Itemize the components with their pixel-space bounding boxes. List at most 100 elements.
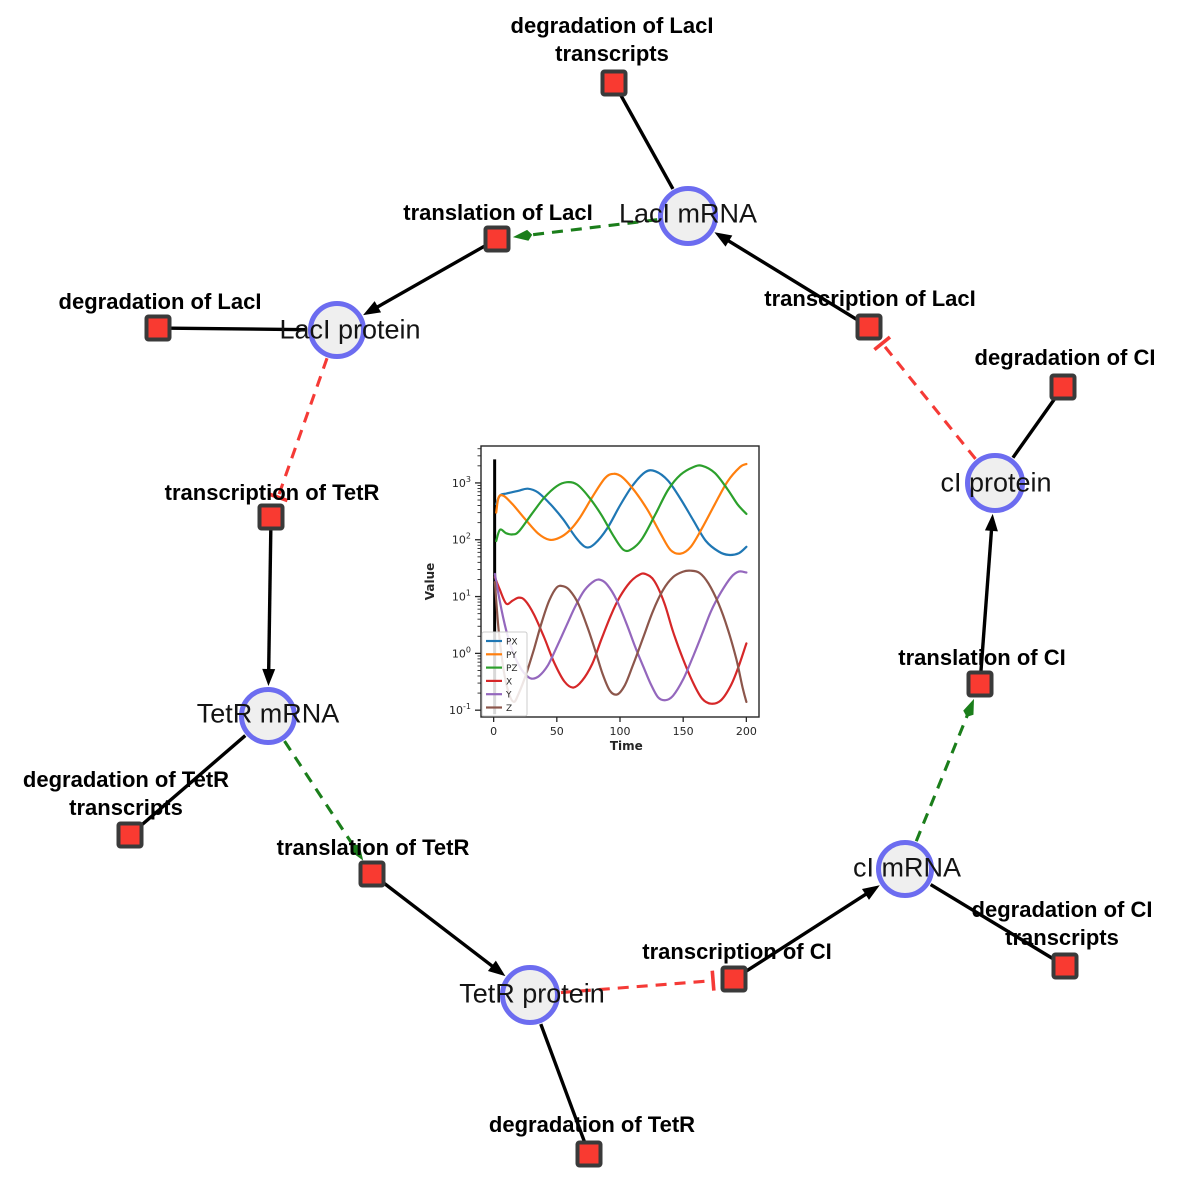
species-node-tetr_protein[interactable]	[500, 965, 560, 1025]
reaction-label-line: translation of CI	[898, 645, 1066, 670]
reaction-label-line: degradation of TetR	[488, 1112, 696, 1137]
reaction-label-line: degradation of LacI	[510, 13, 714, 38]
species-label-ci_protein: cI protein	[940, 467, 1052, 498]
edge-deg_tetr-to-tetr_protein	[539, 1023, 587, 1143]
x-tick-label: 100	[610, 725, 631, 738]
reaction-label-deg_tetr: degradation of TetR	[489, 1111, 695, 1139]
series-line-PX	[495, 469, 748, 557]
species-label-tetr_protein: TetR protein	[459, 978, 605, 1009]
y-tick-label: 100	[452, 645, 471, 660]
species-label-laci_mrna: LacI mRNA	[618, 198, 758, 229]
reaction-node-deg_tetr[interactable]	[575, 1140, 603, 1168]
edge-transl_laci-to-laci_protein	[363, 243, 487, 316]
reaction-node-deg_ci_tx[interactable]	[1051, 952, 1079, 980]
reaction-label-line: transcription of CI	[642, 939, 832, 964]
species-node-tetr_mrna[interactable]	[239, 687, 297, 745]
x-tick-label: 150	[673, 725, 694, 738]
edge-tetr_mrna-to-transl_tetr	[283, 740, 364, 861]
reaction-label-line: translation of TetR	[276, 835, 470, 860]
edge-ci_mrna-to-transl_ci	[914, 698, 974, 842]
edge-transl_tetr-to-tetr_protein	[381, 880, 506, 977]
reaction-node-deg_ci[interactable]	[1049, 373, 1077, 401]
arrowhead-icon	[714, 232, 733, 247]
reaction-label-deg_ci: degradation of CI	[975, 344, 1156, 372]
modifier-arrowhead-icon	[350, 844, 364, 861]
arrowhead-icon	[984, 513, 998, 532]
reaction-label-transc_tetr: transcription of TetR	[165, 479, 380, 507]
series-line-X	[493, 572, 748, 705]
edge-deg_laci-to-laci_protein	[170, 326, 308, 332]
species-node-laci_protein[interactable]	[308, 301, 366, 359]
reaction-label-deg_laci_tx: degradation of LacI transcripts	[511, 12, 714, 68]
reaction-node-deg_laci[interactable]	[144, 314, 172, 342]
reaction-label-line: transcription of LacI	[764, 286, 976, 311]
legend-box	[481, 631, 528, 717]
modifier-arrowhead-icon	[512, 229, 533, 241]
arrowhead-icon	[262, 668, 276, 687]
reaction-label-transl_tetr: translation of TetR	[277, 834, 470, 862]
edge-transc_ci-to-ci_mrna	[744, 885, 880, 974]
inhibition-tbar-icon	[267, 492, 289, 503]
y-tick-label: 102	[452, 532, 471, 547]
species-node-ci_protein[interactable]	[965, 453, 1025, 513]
series-line-Y	[493, 570, 748, 702]
series-line-PZ	[495, 464, 748, 553]
reaction-node-transl_ci[interactable]	[966, 670, 994, 698]
arrowhead-icon	[487, 960, 506, 977]
edge-transc_laci-to-laci_mrna	[714, 232, 859, 322]
species-node-laci_mrna[interactable]	[658, 186, 718, 246]
modifier-arrowhead-icon	[963, 698, 974, 717]
reaction-label-deg_laci: degradation of LacI	[59, 288, 262, 316]
legend-label-PZ: PZ	[506, 664, 518, 674]
legend-label-PX: PX	[506, 638, 518, 648]
reaction-label-transl_laci: translation of LacI	[403, 199, 592, 227]
x-tick-label: 200	[736, 725, 757, 738]
edge-transl_ci-to-ci_protein	[979, 513, 998, 672]
reaction-label-line: degradation of LacI	[58, 289, 262, 314]
reaction-node-transl_laci[interactable]	[483, 225, 511, 253]
species-label-laci_protein: LacI protein	[279, 314, 421, 345]
reaction-label-line: degradation of TetR	[22, 767, 230, 792]
chart-legend: PX PY PZ XYZ	[481, 631, 528, 717]
reaction-label-line: transcription of TetR	[164, 480, 380, 505]
reaction-label-line: transcripts	[1005, 925, 1119, 950]
species-node-ci_mrna[interactable]	[876, 840, 934, 898]
series-line-PY	[495, 462, 748, 555]
reaction-node-transc_laci[interactable]	[855, 313, 883, 341]
arrowhead-icon	[861, 885, 880, 900]
edge-laci_mrna-to-transl_laci	[512, 218, 658, 241]
reaction-label-deg_ci_tx: degradation of CI transcripts	[972, 896, 1153, 952]
reaction-node-transc_tetr[interactable]	[257, 503, 285, 531]
reaction-node-transc_ci[interactable]	[720, 965, 748, 993]
y-tick-label: 101	[452, 589, 471, 604]
embedded-timeseries-plot: 0 50 100 150 200 10-1 100 101 102 103 Time Value	[423, 445, 760, 753]
y-tick-label: 103	[452, 475, 471, 490]
reaction-label-transc_laci: transcription of LacI	[764, 285, 975, 313]
inhibition-tbar-icon	[873, 335, 892, 352]
reaction-node-deg_tetr_tx[interactable]	[116, 821, 144, 849]
series-line-Z	[493, 569, 748, 704]
reaction-label-line: translation of LacI	[403, 200, 593, 225]
edge-deg_laci_tx-to-laci_mrna	[618, 93, 675, 190]
reaction-label-deg_tetr_tx: degradation of TetR transcripts	[23, 766, 229, 822]
reaction-label-transc_ci: transcription of CI	[642, 938, 831, 966]
species-label-tetr_mrna: TetR mRNA	[196, 698, 340, 729]
x-tick-label: 0	[490, 725, 497, 738]
y-axis-label: Value	[423, 563, 437, 601]
legend-label-X: X	[506, 677, 512, 687]
edge-ci_protein-to-transc_laci	[873, 335, 977, 460]
x-axis-label: Time	[610, 739, 643, 753]
reaction-label-line: transcripts	[555, 41, 669, 66]
reaction-node-deg_laci_tx[interactable]	[600, 69, 628, 97]
species-label-ci_mrna: cI mRNA	[853, 852, 961, 883]
arrowhead-icon	[363, 301, 382, 316]
edge-deg_ci-to-ci_protein	[1011, 396, 1057, 459]
reaction-node-transl_tetr[interactable]	[358, 860, 386, 888]
legend-label-Z: Z	[506, 704, 512, 714]
reaction-label-line: transcripts	[69, 795, 183, 820]
legend-label-Y: Y	[505, 691, 512, 701]
edge-deg_tetr_tx-to-tetr_mrna	[138, 734, 247, 828]
x-tick-label: 50	[550, 725, 564, 738]
